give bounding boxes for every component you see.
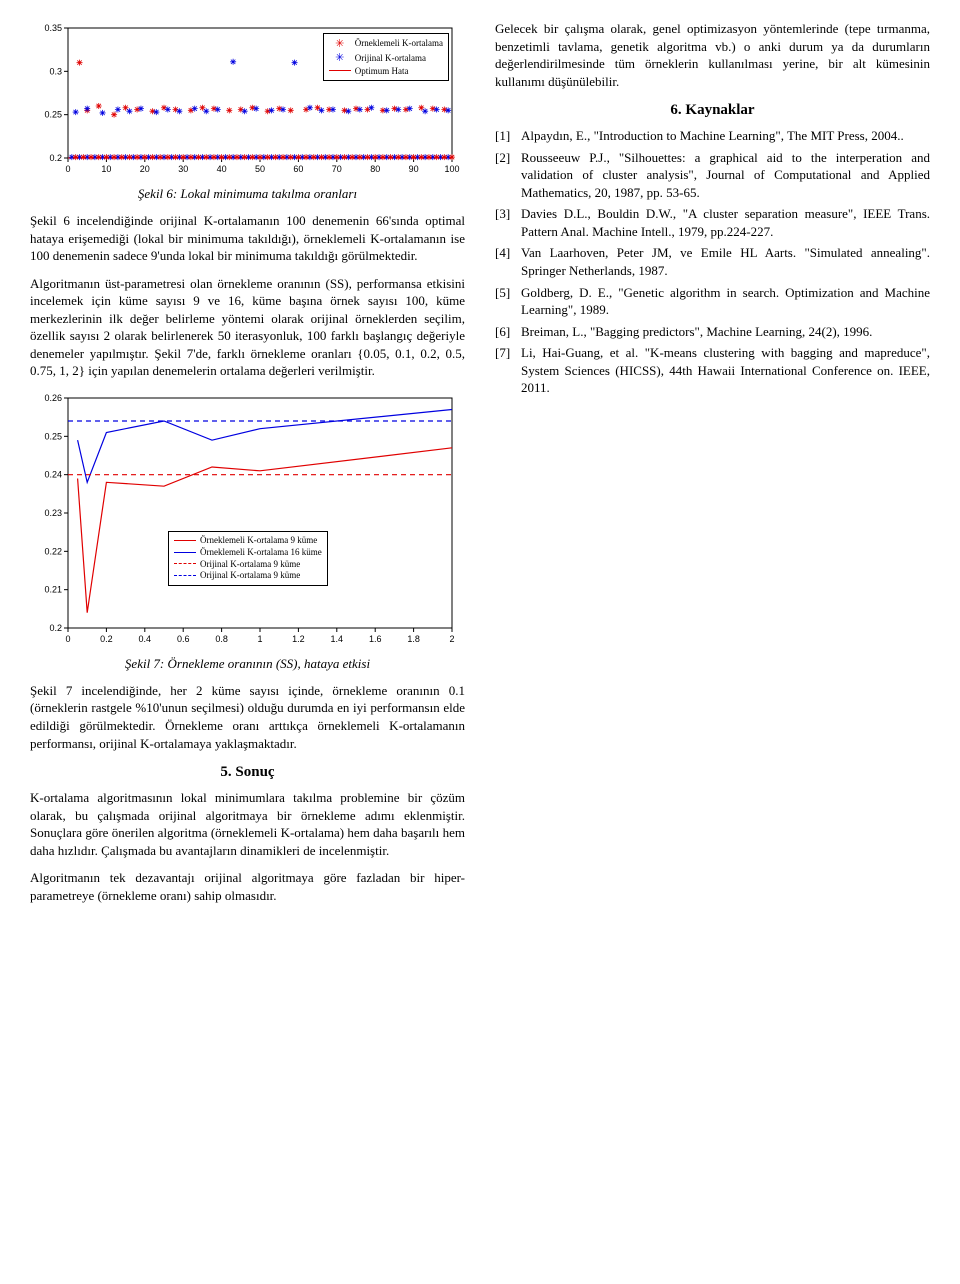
svg-text:0.4: 0.4 [139, 634, 152, 644]
reference-number: [3] [495, 205, 521, 240]
svg-text:0.25: 0.25 [44, 110, 62, 120]
figure-6-caption: Şekil 6: Lokal minimuma takılma oranları [30, 186, 465, 202]
reference-number: [1] [495, 127, 521, 145]
figure-7-chart: 00.20.40.60.811.21.41.61.820.20.210.220.… [30, 390, 460, 650]
reference-number: [4] [495, 244, 521, 279]
svg-text:0: 0 [65, 164, 70, 174]
legend-label: Orijinal K-ortalama 9 küme [200, 570, 300, 582]
reference-text: Davies D.L., Bouldin D.W., "A cluster se… [521, 205, 930, 240]
svg-text:0.26: 0.26 [44, 393, 62, 403]
legend-item: Orijinal K-ortalama 9 küme [174, 570, 322, 582]
reference-text: Rousseeuw P.J., "Silhouettes: a graphica… [521, 149, 930, 202]
svg-text:0.2: 0.2 [49, 623, 62, 633]
figure-7-caption: Şekil 7: Örnekleme oranının (SS), hataya… [30, 656, 465, 672]
references-list: [1]Alpaydın, E., "Introduction to Machin… [495, 127, 930, 397]
svg-text:90: 90 [409, 164, 419, 174]
figure-7-legend: Örneklemeli K-ortalama 9 kümeÖrneklemeli… [168, 531, 328, 586]
paragraph-5: Algoritmanın tek dezavantajı orijinal al… [30, 869, 465, 904]
svg-text:100: 100 [444, 164, 459, 174]
reference-item: [7]Li, Hai-Guang, et al. "K-means cluste… [495, 344, 930, 397]
figure-7-container: 00.20.40.60.811.21.41.61.820.20.210.220.… [30, 390, 465, 650]
legend-label: Örneklemeli K-ortalama 9 küme [200, 535, 317, 547]
svg-text:30: 30 [178, 164, 188, 174]
paragraph-4: K-ortalama algoritmasının lokal minimuml… [30, 789, 465, 859]
reference-item: [2]Rousseeuw P.J., "Silhouettes: a graph… [495, 149, 930, 202]
reference-item: [4]Van Laarhoven, Peter JM, ve Emile HL … [495, 244, 930, 279]
legend-line-icon [174, 552, 196, 554]
legend-item: Örneklemeli K-ortalama 16 küme [174, 547, 322, 559]
svg-text:0.3: 0.3 [49, 66, 62, 76]
paragraph-6: Gelecek bir çalışma olarak, genel optimi… [495, 20, 930, 90]
reference-text: Breiman, L., "Bagging predictors", Machi… [521, 323, 930, 341]
legend-label: Örneklemeli K-ortalama [355, 38, 443, 50]
two-column-layout: 01020304050607080901000.20.250.30.35 ✳Ör… [30, 20, 930, 914]
legend-label: Orijinal K-ortalama [355, 53, 426, 65]
svg-text:1.6: 1.6 [369, 634, 382, 644]
reference-number: [2] [495, 149, 521, 202]
svg-text:0.23: 0.23 [44, 508, 62, 518]
svg-text:50: 50 [255, 164, 265, 174]
legend-line-icon [174, 575, 196, 577]
legend-label: Optimum Hata [355, 66, 409, 78]
figure-6-container: 0 10 20 30 40 50 60 70 80 90 100 0.2 0.25 0.3 0.35 ✳ Ör… [30, 20, 465, 180]
svg-text:1.2: 1.2 [292, 634, 305, 644]
section-6-heading: 6. Kaynaklar [495, 102, 930, 119]
legend-item: ✳ Örneklemeli K-ortalama [329, 37, 443, 51]
reference-item: [3]Davies D.L., Bouldin D.W., "A cluster… [495, 205, 930, 240]
svg-text:0.6: 0.6 [177, 634, 190, 644]
reference-item: [5]Goldberg, D. E., "Genetic algorithm i… [495, 284, 930, 319]
reference-number: [5] [495, 284, 521, 319]
legend-item: Optimum Hata [329, 66, 443, 78]
left-column: 01020304050607080901000.20.250.30.35 ✳Ör… [30, 20, 465, 914]
legend-line-icon [174, 563, 196, 565]
svg-text:0.8: 0.8 [215, 634, 228, 644]
reference-number: [7] [495, 344, 521, 397]
svg-text:1.4: 1.4 [331, 634, 344, 644]
legend-label: Örneklemeli K-ortalama 16 küme [200, 547, 322, 559]
svg-text:0: 0 [65, 634, 70, 644]
svg-text:80: 80 [370, 164, 380, 174]
right-column: Gelecek bir çalışma olarak, genel optimi… [495, 20, 930, 914]
legend-line-icon [174, 540, 196, 542]
reference-text: Van Laarhoven, Peter JM, ve Emile HL Aar… [521, 244, 930, 279]
legend-label: Orijinal K-ortalama 9 küme [200, 559, 300, 571]
reference-item: [6]Breiman, L., "Bagging predictors", Ma… [495, 323, 930, 341]
svg-text:0.2: 0.2 [100, 634, 113, 644]
reference-item: [1]Alpaydın, E., "Introduction to Machin… [495, 127, 930, 145]
svg-text:40: 40 [217, 164, 227, 174]
legend-item: Orijinal K-ortalama 9 küme [174, 559, 322, 571]
svg-text:70: 70 [332, 164, 342, 174]
reference-number: [6] [495, 323, 521, 341]
legend-item: Örneklemeli K-ortalama 9 küme [174, 535, 322, 547]
paragraph-1: Şekil 6 incelendiğinde orijinal K-ortala… [30, 212, 465, 265]
legend-marker-icon: ✳ [329, 37, 351, 51]
svg-text:1: 1 [257, 634, 262, 644]
section-5-heading: 5. Sonuç [30, 764, 465, 781]
reference-text: Alpaydın, E., "Introduction to Machine L… [521, 127, 930, 145]
legend-marker-icon: ✳ [329, 51, 351, 65]
svg-text:60: 60 [293, 164, 303, 174]
svg-text:1.8: 1.8 [407, 634, 420, 644]
paragraph-3: Şekil 7 incelendiğinde, her 2 küme sayıs… [30, 682, 465, 752]
figure-6-legend: ✳ Örneklemeli K-ortalama ✳ Orijinal K-ortal… [323, 33, 449, 81]
svg-text:10: 10 [101, 164, 111, 174]
legend-line-icon [329, 70, 351, 72]
svg-text:0.21: 0.21 [44, 585, 62, 595]
legend-item: ✳ Orijinal K-ortalama [329, 51, 443, 65]
svg-text:0.22: 0.22 [44, 546, 62, 556]
svg-text:0.35: 0.35 [44, 23, 62, 33]
svg-text:2: 2 [449, 634, 454, 644]
svg-text:0.24: 0.24 [44, 470, 62, 480]
reference-text: Goldberg, D. E., "Genetic algorithm in s… [521, 284, 930, 319]
paragraph-2: Algoritmanın üst-parametresi olan örnekl… [30, 275, 465, 380]
svg-text:20: 20 [140, 164, 150, 174]
svg-text:0.25: 0.25 [44, 431, 62, 441]
reference-text: Li, Hai-Guang, et al. "K-means clusterin… [521, 344, 930, 397]
svg-text:0.2: 0.2 [49, 153, 62, 163]
